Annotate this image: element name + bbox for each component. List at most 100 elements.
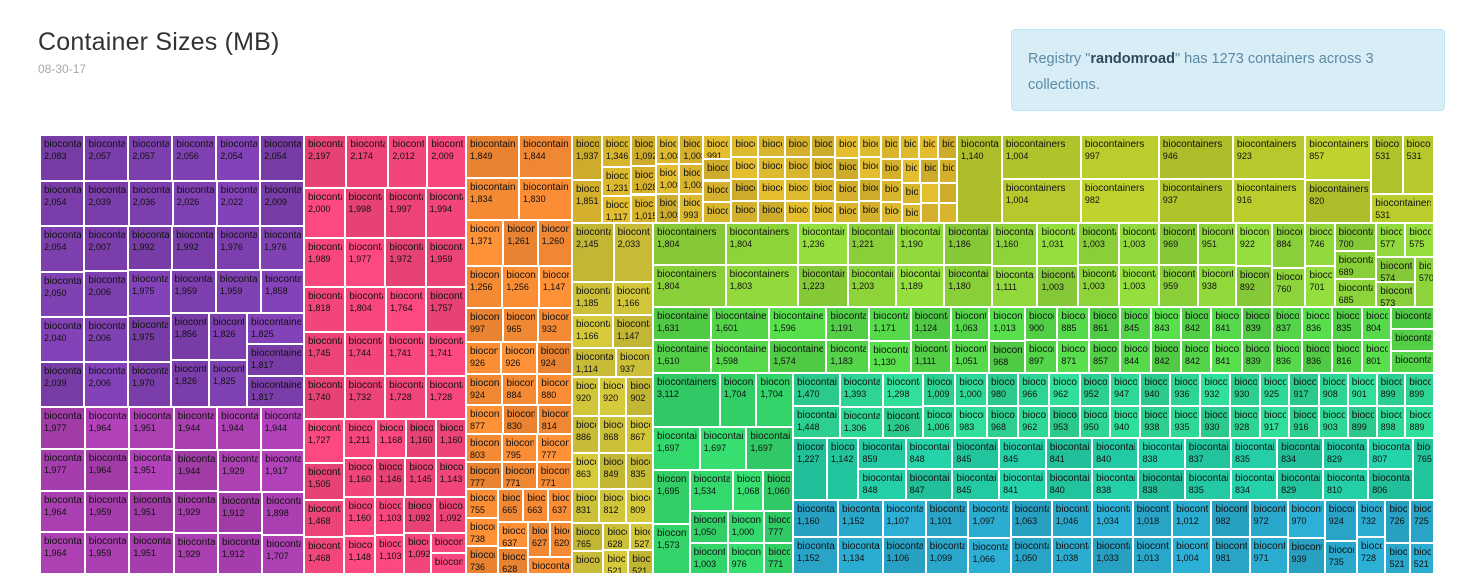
treemap-cell[interactable]: biocontainers [731, 157, 759, 180]
treemap-cell[interactable]: biocontainers889 [1405, 405, 1434, 438]
treemap-cell[interactable]: biocontainers527 [630, 523, 653, 550]
treemap-cell[interactable]: biocontainers746 [1305, 223, 1335, 267]
treemap-cell[interactable]: biocontainers803 [466, 434, 502, 463]
treemap-cell[interactable]: biocontainers829 [1323, 438, 1369, 470]
treemap-cell[interactable]: biocontainers807 [1368, 438, 1413, 470]
treemap-cell[interactable]: biocontainers845 [952, 469, 1000, 500]
treemap-cell[interactable]: biocontainers765 [1412, 438, 1434, 500]
treemap-cell[interactable]: biocontainers [919, 135, 939, 159]
treemap-cell[interactable]: biocontainers689 [1334, 251, 1377, 280]
treemap-cell[interactable]: biocontainers [858, 157, 881, 180]
treemap-cell[interactable]: biocontainers [810, 157, 835, 180]
treemap-cell[interactable]: biocontainers [858, 201, 881, 223]
treemap-cell[interactable]: biocontainers732 [1357, 500, 1386, 538]
treemap-cell[interactable]: biocontainers2,000 [304, 187, 345, 238]
treemap-cell[interactable]: biocontainers848 [905, 438, 953, 470]
treemap-cell[interactable]: biocontainers [858, 179, 881, 202]
treemap-cell[interactable]: biocontainers2,174 [346, 135, 389, 188]
treemap-cell[interactable]: biocontainers959 [1159, 265, 1198, 307]
treemap-cell[interactable]: biocontainers922 [1235, 223, 1273, 266]
treemap-cell[interactable]: biocontainers2,056 [172, 135, 217, 181]
treemap-cell[interactable]: biocontainers845 [952, 438, 1000, 469]
treemap-cell[interactable]: biocontainers841 [999, 469, 1046, 500]
treemap-cell[interactable]: biocontainers926 [466, 341, 502, 374]
treemap-cell[interactable]: biocontainers 923 [1232, 135, 1306, 180]
treemap-cell[interactable]: biocontainers936 [1170, 373, 1201, 406]
treemap-cell[interactable]: biocontainers842 [1150, 340, 1181, 373]
treemap-cell[interactable]: biocontainers939 [1287, 537, 1325, 574]
treemap-cell[interactable]: biocontainers [702, 159, 732, 181]
treemap-cell[interactable]: biocontainers837 [1184, 438, 1231, 470]
treemap-cell[interactable]: biocontainers843 [1150, 307, 1181, 341]
treemap-cell[interactable]: biocontainers2,054 [260, 135, 304, 181]
treemap-cell[interactable]: biocontainers [1391, 307, 1434, 330]
treemap-cell[interactable]: biocontainers838 [1138, 438, 1185, 469]
treemap-cell[interactable]: biocontainers725 [1409, 500, 1434, 544]
treemap-cell[interactable]: biocontainers920 [572, 376, 600, 416]
treemap-cell[interactable]: biocontainers577 [1376, 223, 1406, 257]
treemap-cell[interactable]: biocontainers903 [1318, 405, 1348, 438]
treemap-cell[interactable]: biocontainers836 [1302, 307, 1333, 340]
treemap-cell[interactable]: biocontainers [430, 532, 466, 554]
treemap-cell[interactable]: biocontainers 1,803 [725, 265, 799, 307]
treemap-cell[interactable]: biocontainers972 [1249, 500, 1288, 538]
treemap-cell[interactable]: biocontainers [835, 180, 859, 202]
treemap-cell[interactable]: biocontainers816 [1332, 340, 1363, 373]
treemap-cell[interactable]: biocontainers628 [603, 523, 631, 550]
treemap-cell[interactable]: biocontainers935 [1170, 405, 1201, 438]
treemap-cell[interactable]: biocontainers2,145 [572, 223, 614, 283]
treemap-cell[interactable]: biocontainers836 [1271, 340, 1303, 373]
treemap-cell[interactable]: biocontainers728 [1357, 537, 1386, 574]
treemap-cell[interactable]: biocontainers2,006 [84, 271, 128, 317]
treemap-cell[interactable]: biocontainers771 [536, 462, 572, 489]
treemap-cell[interactable]: biocontainers962 [1049, 373, 1080, 406]
treemap-cell[interactable]: biocontainers901 [1347, 373, 1377, 406]
treemap-cell[interactable]: biocontainers950 [1079, 405, 1111, 438]
